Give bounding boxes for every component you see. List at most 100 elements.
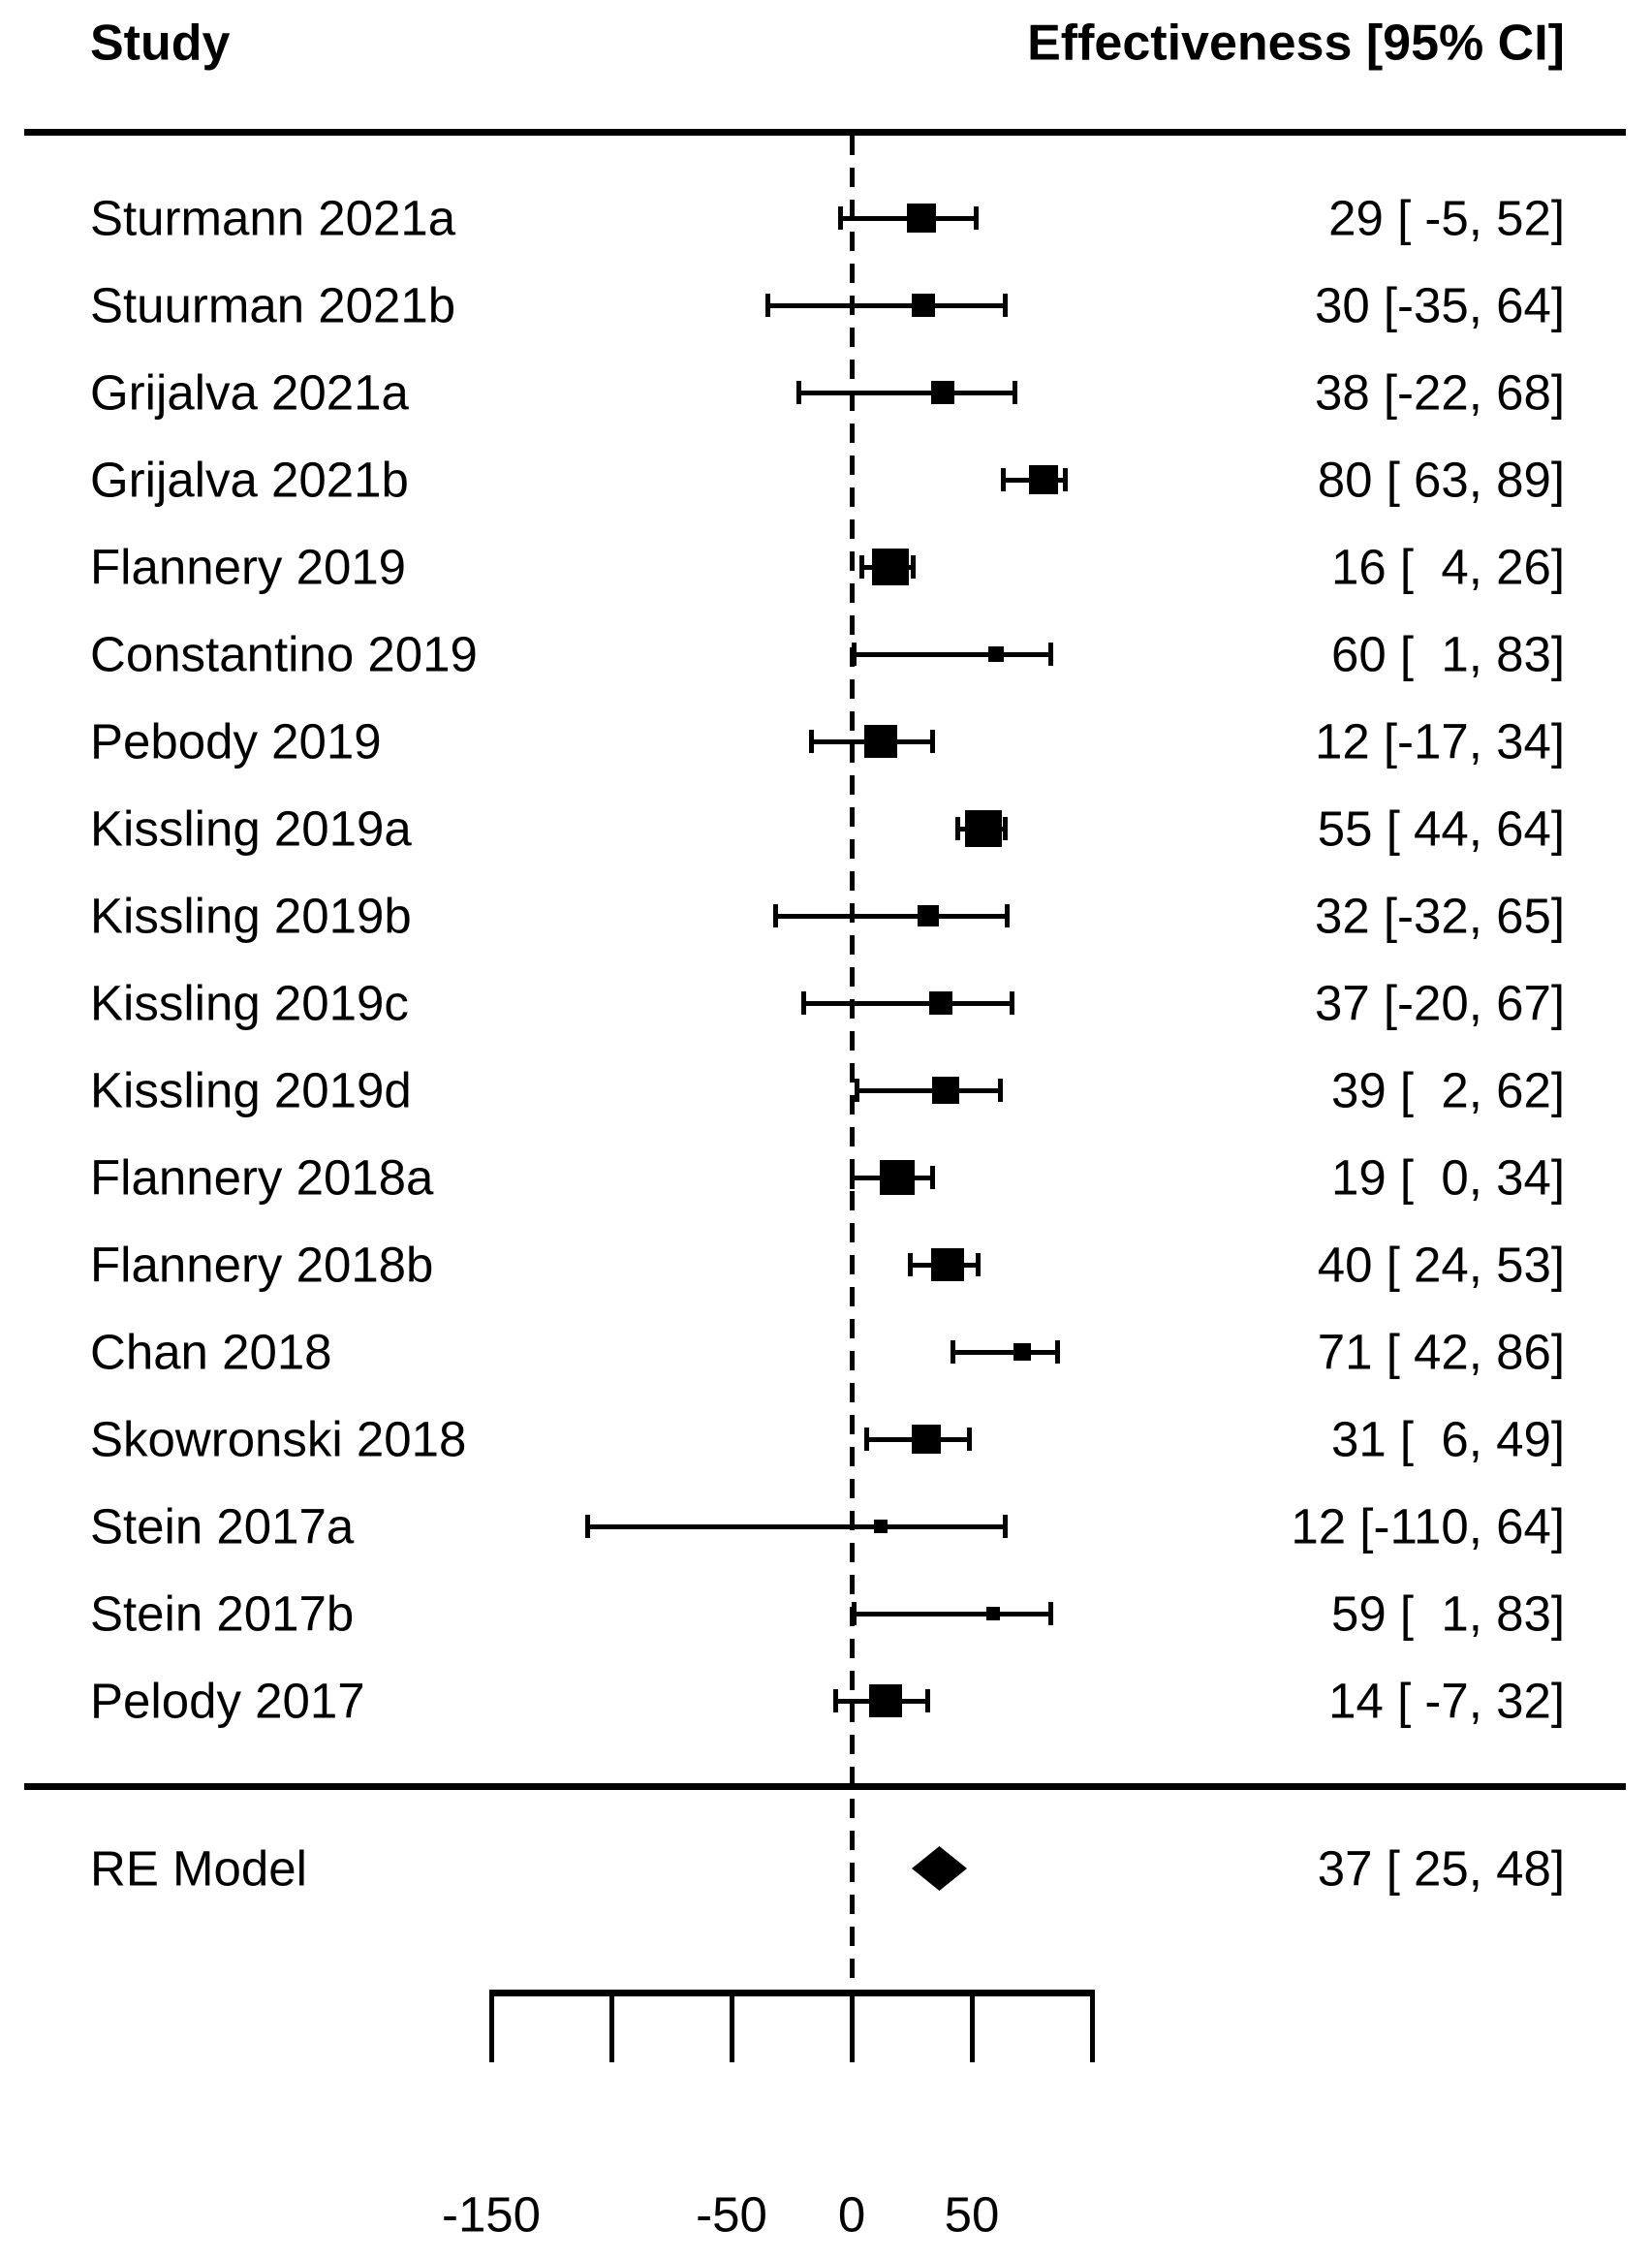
ci-cap-left [863,1428,869,1451]
study-label: Stein 2017a [90,1498,355,1554]
effect-value: 80 [ 63, 89] [1317,452,1565,508]
study-label: Flannery 2019 [90,539,407,595]
ci-cap-left [907,1253,913,1276]
study-label: Skowronski 2018 [90,1411,467,1467]
effect-value: 55 [ 44, 64] [1317,800,1565,857]
ci-cap-right [1002,1515,1008,1538]
zero-reference-line [850,136,855,1990]
study-label: Kissling 2019a [90,800,412,857]
ci-cap-left [955,817,961,840]
ci-cap-left [854,1079,859,1102]
study-label: Kissling 2019d [90,1062,412,1118]
column-header-study: Study [90,15,231,72]
study-label: Sturmann 2021a [90,190,456,246]
effect-marker [918,905,940,926]
ci-cap-right [973,206,979,230]
effect-value: 30 [-35, 64] [1314,277,1565,333]
study-label: Grijalva 2021b [90,452,409,508]
summary-divider [24,1783,1626,1790]
x-axis-tick [969,1990,975,2062]
ci-cap-right [997,1079,1003,1102]
ci-cap-left [858,555,864,579]
effect-value: 32 [-32, 65] [1314,888,1565,944]
effect-value: 19 [ 0, 34] [1330,1149,1565,1206]
study-label: Stuurman 2021b [90,277,456,333]
study-label: Stein 2017b [90,1585,355,1642]
ci-cap-right [1047,643,1053,666]
x-axis-tick-label: 50 [944,2186,1000,2243]
ci-cap-right [966,1428,972,1451]
ci-line [803,1000,1013,1006]
ci-cap-right [1055,1340,1061,1364]
effect-marker [871,549,909,585]
effect-value: 40 [ 24, 53] [1317,1237,1565,1293]
ci-cap-left [772,904,778,927]
ci-cap-right [925,1689,931,1712]
ci-cap-left [585,1515,591,1538]
study-label: Constantino 2019 [90,626,478,682]
ci-cap-left [765,294,771,317]
effect-marker [931,381,955,404]
study-label: Pebody 2019 [90,713,382,769]
x-axis-tick [1089,1990,1095,2062]
x-axis-tick-label: -150 [441,2186,542,2243]
x-axis-tick [488,1990,494,2062]
effect-value: 29 [ -5, 52] [1328,190,1565,246]
ci-cap-left [832,1689,838,1712]
ci-line [587,1523,1006,1529]
ci-cap-right [1010,991,1015,1015]
effect-value: 16 [ 4, 26] [1330,539,1565,595]
effect-value: 39 [ 2, 62] [1330,1062,1565,1118]
effect-marker [880,1160,916,1195]
column-header-effectiveness: Effectiveness [95% CI] [1027,15,1565,72]
x-axis-tick [729,1990,734,2062]
summary-label: RE Model [90,1840,307,1897]
summary-diamond [912,1846,968,1891]
effect-value: 12 [-17, 34] [1314,713,1565,769]
effect-value: 59 [ 1, 83] [1330,1585,1565,1642]
effect-marker [987,646,1004,662]
effect-marker [906,204,936,233]
ci-cap-right [930,1166,936,1189]
effect-marker [863,725,897,758]
ci-cap-right [911,555,917,579]
effect-marker [931,1077,959,1104]
ci-cap-left [808,730,814,753]
ci-cap-right [976,1253,982,1276]
effect-value: 60 [ 1, 83] [1330,626,1565,682]
x-axis-line [491,1990,1095,1996]
effect-value: 37 [-20, 67] [1314,975,1565,1031]
effect-marker [873,1520,888,1533]
ci-line [854,1611,1051,1617]
study-label: Flannery 2018b [90,1237,434,1293]
ci-cap-left [837,206,843,230]
ci-line [856,1087,1001,1093]
study-label: Kissling 2019c [90,975,409,1031]
effect-value: 71 [ 42, 86] [1317,1324,1565,1380]
x-axis-tick [849,1990,855,2062]
ci-line [774,913,1009,919]
effect-marker [931,1248,965,1281]
ci-cap-left [852,1602,857,1625]
effect-marker [1029,465,1059,494]
ci-cap-right [930,730,936,753]
effect-marker [928,991,952,1015]
ci-line [798,390,1015,395]
ci-cap-left [1001,468,1007,491]
ci-line [854,651,1051,657]
ci-cap-right [1002,817,1008,840]
study-label: Grijalva 2021a [90,364,409,421]
effect-marker [911,1425,941,1454]
effect-value: 12 [-110, 64] [1291,1498,1565,1554]
study-label: Pelody 2017 [90,1673,365,1729]
effect-marker [965,810,1003,847]
ci-cap-right [1002,294,1008,317]
ci-line [952,1349,1059,1355]
header-divider [24,129,1626,136]
ci-cap-left [801,991,807,1015]
effect-value: 14 [ -7, 32] [1328,1673,1565,1729]
ci-cap-right [1012,381,1017,404]
study-label: Chan 2018 [90,1324,332,1380]
effect-marker [1013,1343,1032,1361]
